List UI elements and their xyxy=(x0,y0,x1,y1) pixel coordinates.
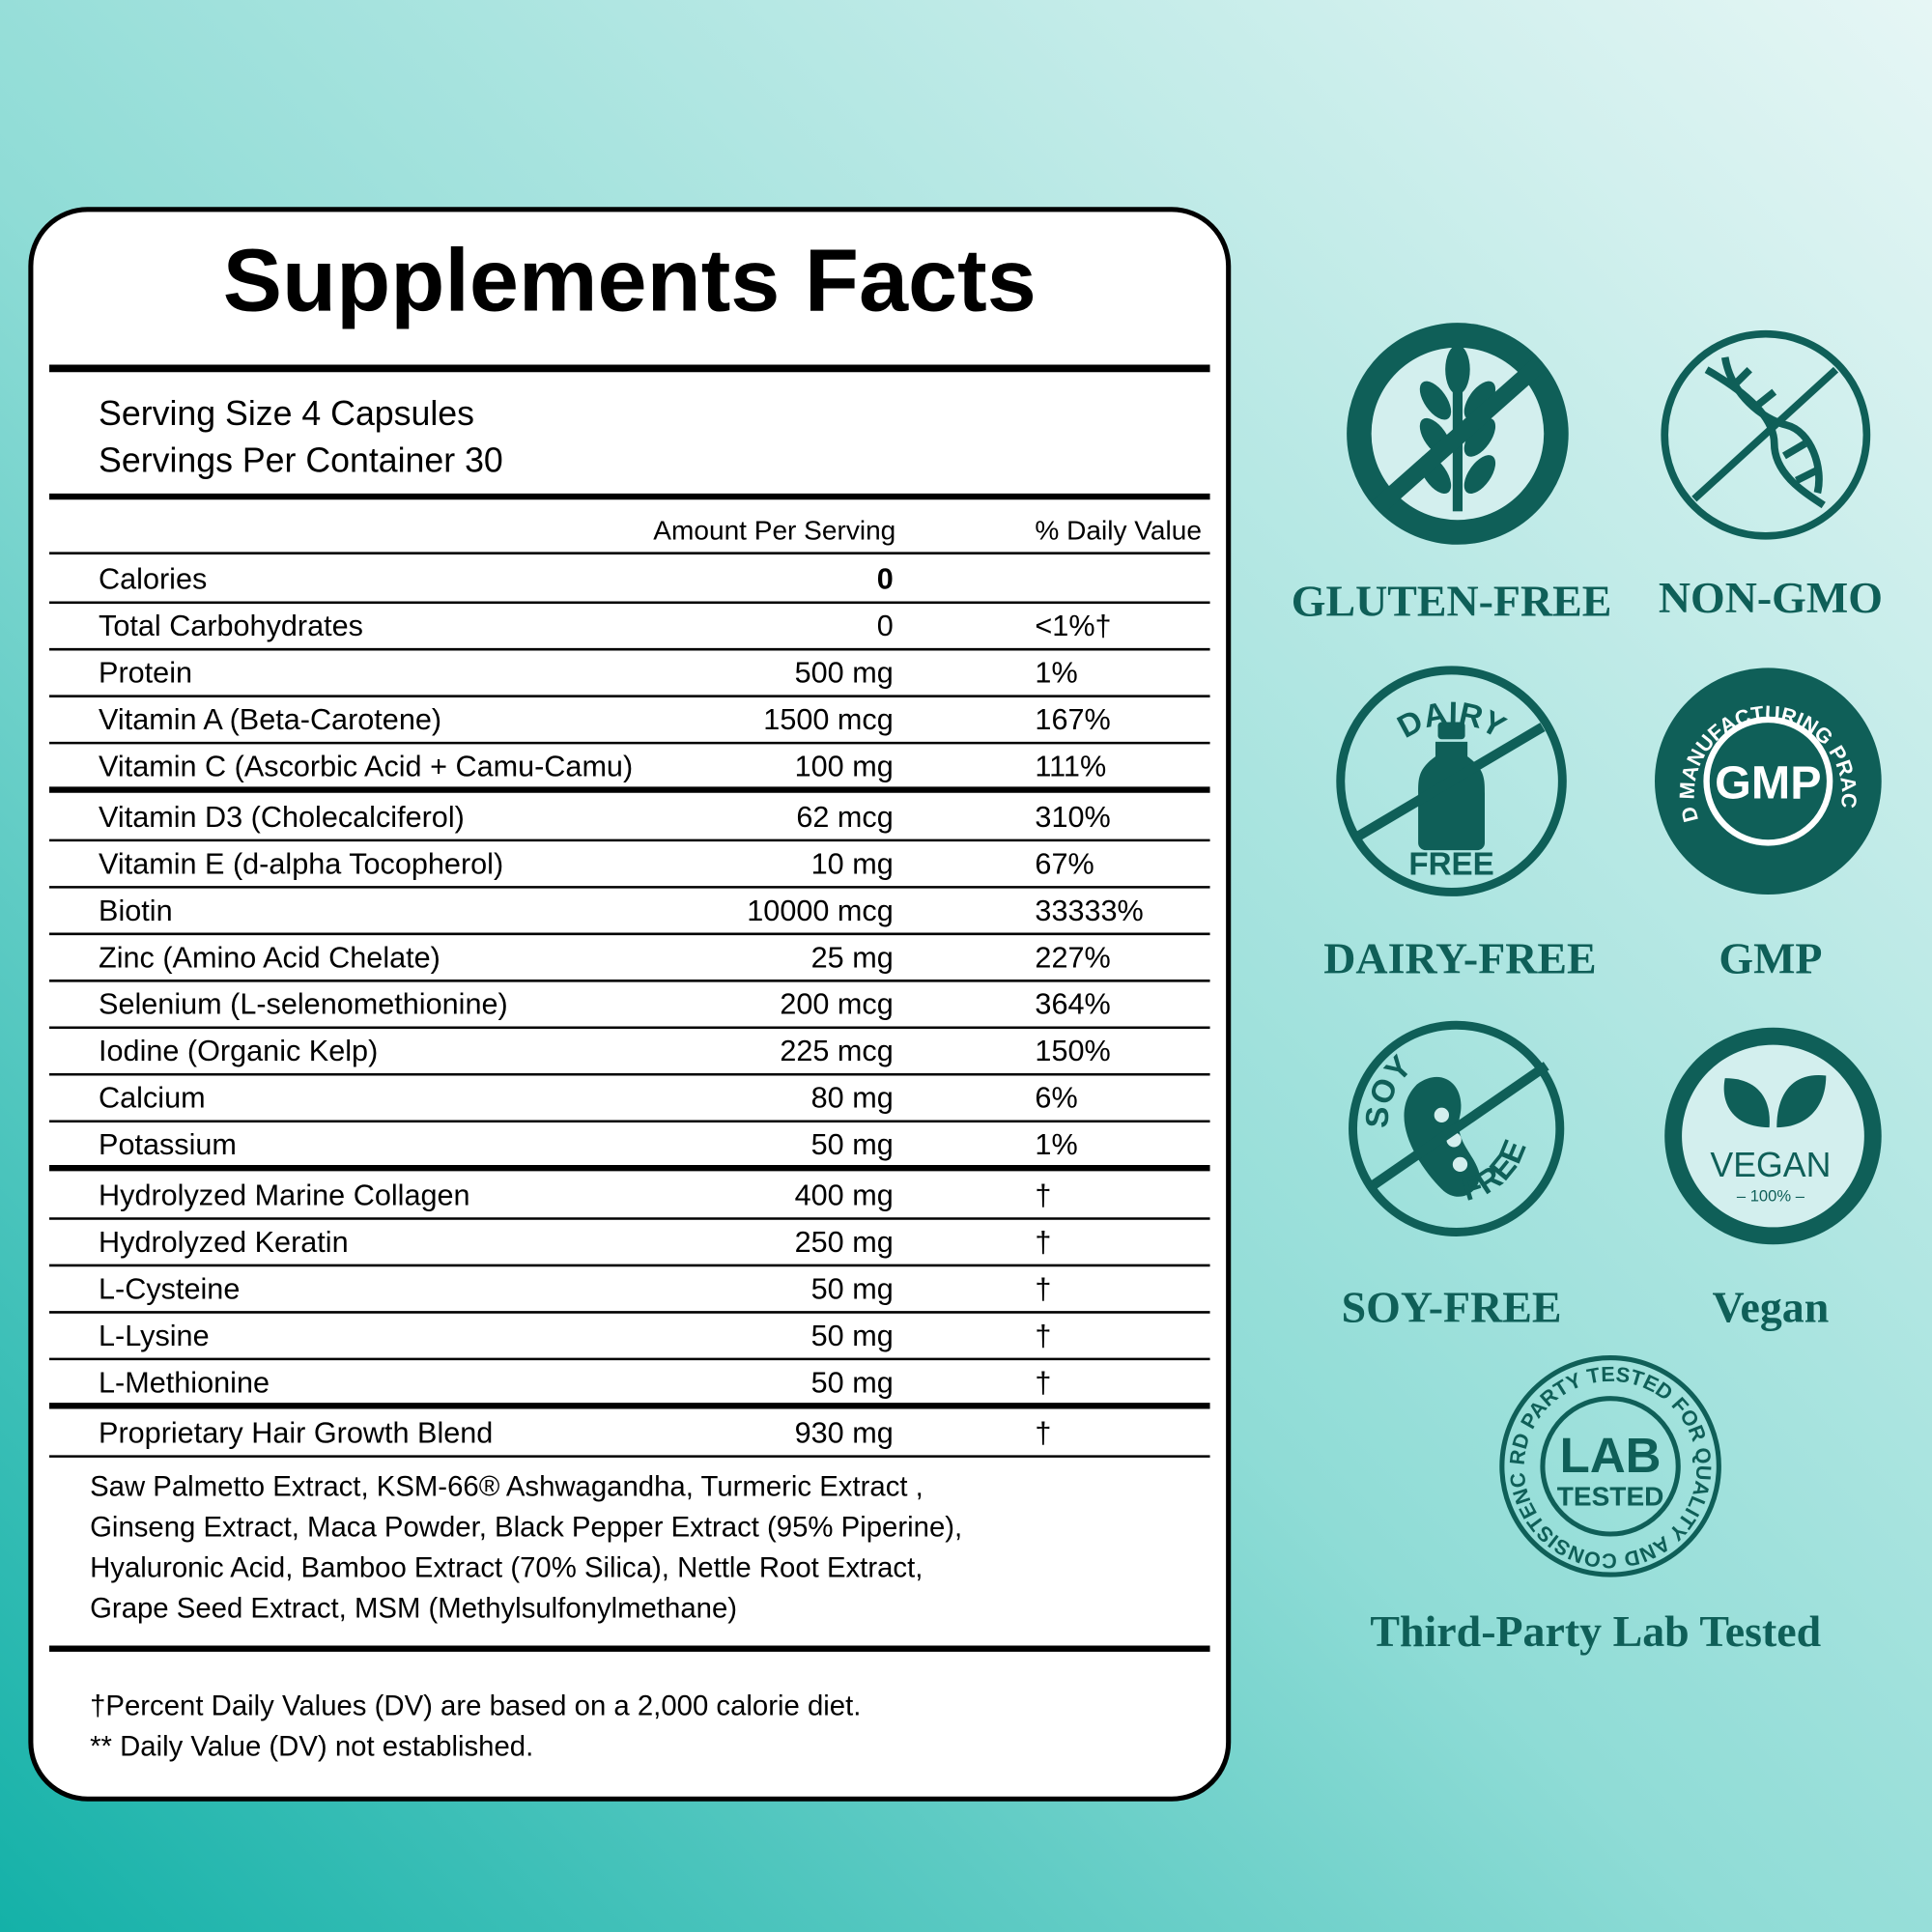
daily-value: 364% xyxy=(1035,988,1110,1021)
ingredient-name: Calcium xyxy=(99,1082,206,1115)
amount: 80 mg xyxy=(811,1082,894,1115)
amount: 10 mg xyxy=(811,847,894,880)
ingredient-name: Iodine (Organic Kelp) xyxy=(99,1035,378,1067)
amount: 50 mg xyxy=(811,1128,894,1161)
servings-per-container: Servings Per Container 30 xyxy=(99,441,503,480)
amount: 50 mg xyxy=(811,1272,894,1305)
badge-label: GLUTEN-FREE xyxy=(1292,577,1612,626)
daily-value: 150% xyxy=(1035,1035,1110,1067)
blend-line: Grape Seed Extract, MSM (Methylsulfonylm… xyxy=(90,1593,737,1625)
badge-text: FREE xyxy=(1408,847,1493,883)
serving-size: Serving Size 4 Capsules xyxy=(99,394,474,433)
amount: 500 mg xyxy=(795,657,894,690)
daily-value: 167% xyxy=(1035,703,1110,736)
badge-label: DAIRY-FREE xyxy=(1323,934,1596,983)
ingredient-name: Hydrolyzed Marine Collagen xyxy=(99,1179,470,1211)
daily-value: † xyxy=(1035,1366,1051,1399)
amount: 1500 mcg xyxy=(763,703,893,736)
daily-value: 33333% xyxy=(1035,895,1143,927)
ingredient-name: Vitamin E (d-alpha Tocopherol) xyxy=(99,847,503,880)
badge-text: LAB xyxy=(1560,1428,1662,1483)
blend-line: Ginseng Extract, Maca Powder, Black Pepp… xyxy=(90,1512,962,1544)
blend-ingredients: Saw Palmetto Extract, KSM-66® Ashwagandh… xyxy=(90,1470,962,1624)
ingredient-name: L-Methionine xyxy=(99,1366,270,1399)
ingredient-name: Hydrolyzed Keratin xyxy=(99,1226,349,1259)
ingredient-name: Vitamin A (Beta-Carotene) xyxy=(99,703,441,736)
column-header: Amount Per Serving xyxy=(653,516,895,546)
ingredient-name: Vitamin D3 (Cholecalciferol) xyxy=(99,801,465,834)
daily-value: † xyxy=(1035,1226,1051,1259)
badge-text: GMP xyxy=(1715,757,1821,810)
ingredient-name: Selenium (L-selenomethionine) xyxy=(99,988,508,1021)
ingredient-name: Biotin xyxy=(99,895,173,927)
daily-value: † xyxy=(1035,1320,1051,1352)
footnote: ** Daily Value (DV) not established. xyxy=(90,1731,533,1763)
ingredient-name: Zinc (Amino Acid Chelate) xyxy=(99,941,440,974)
ingredient-name: Proprietary Hair Growth Blend xyxy=(99,1417,493,1450)
daily-value: 1% xyxy=(1035,657,1077,690)
ingredient-name: L-Cysteine xyxy=(99,1272,240,1305)
amount: 400 mg xyxy=(795,1179,894,1211)
amount: 930 mg xyxy=(795,1417,894,1450)
amount: 50 mg xyxy=(811,1366,894,1399)
ingredient-name: Calories xyxy=(99,563,207,596)
daily-value: 111% xyxy=(1035,751,1106,783)
amount: 100 mg xyxy=(795,751,894,783)
soy-free-icon: SOY FREE xyxy=(1349,1020,1565,1236)
daily-value: <1%† xyxy=(1035,610,1111,642)
amount: 225 mcg xyxy=(780,1035,893,1067)
daily-value: † xyxy=(1035,1272,1051,1305)
ingredient-name: Vitamin C (Ascorbic Acid + Camu-Camu) xyxy=(99,751,633,783)
amount: 0 xyxy=(877,563,894,596)
dairy-free-icon: DAIRY FREE xyxy=(1336,666,1567,896)
daily-value: 6% xyxy=(1035,1082,1077,1115)
rows: Calories 0 Total Carbohydrates 0 <1%† Protein… xyxy=(49,563,1210,1458)
badge-label: SOY-FREE xyxy=(1342,1283,1562,1332)
daily-value: 67% xyxy=(1035,847,1094,880)
badge-label: Third-Party Lab Tested xyxy=(1370,1606,1821,1656)
ingredient-name: Protein xyxy=(99,657,192,690)
gluten-free-icon xyxy=(1347,323,1569,545)
badge-label: Vegan xyxy=(1713,1283,1830,1332)
ingredient-name: L-Lysine xyxy=(99,1320,210,1352)
amount: 0 xyxy=(877,610,894,642)
daily-value: 310% xyxy=(1035,801,1110,834)
badge-text: – 100% – xyxy=(1737,1187,1805,1206)
daily-value: 1% xyxy=(1035,1128,1077,1161)
facts-panel: Supplements Facts Serving Size 4 Capsule… xyxy=(28,207,1232,1802)
vegan-icon: VEGAN – 100% – xyxy=(1664,1027,1882,1245)
daily-value: 227% xyxy=(1035,941,1110,974)
amount: 62 mcg xyxy=(796,801,893,834)
daily-value: † xyxy=(1035,1179,1051,1211)
amount: 250 mg xyxy=(795,1226,894,1259)
footnote: †Percent Daily Values (DV) are based on … xyxy=(90,1690,861,1722)
badge-text: VEGAN xyxy=(1710,1146,1831,1184)
ingredient-name: Potassium xyxy=(99,1128,237,1161)
badge-label: GMP xyxy=(1719,934,1822,983)
blend-line: Hyaluronic Acid, Bamboo Extract (70% Sil… xyxy=(90,1552,923,1584)
non-gmo-icon xyxy=(1661,329,1871,540)
amount: 25 mg xyxy=(811,941,894,974)
blend-line: Saw Palmetto Extract, KSM-66® Ashwagandh… xyxy=(90,1470,923,1502)
panel-frame xyxy=(28,207,1232,1802)
badge-label: NON-GMO xyxy=(1659,573,1883,622)
daily-value: † xyxy=(1035,1417,1051,1450)
amount: 50 mg xyxy=(811,1320,894,1352)
column-header: % Daily Value xyxy=(1035,516,1202,546)
title: Supplements Facts xyxy=(223,231,1037,329)
amount: 10000 mcg xyxy=(747,895,893,927)
badge-text: TESTED xyxy=(1557,1482,1664,1512)
amount: 200 mcg xyxy=(780,988,893,1021)
ingredient-name: Total Carbohydrates xyxy=(99,610,363,642)
